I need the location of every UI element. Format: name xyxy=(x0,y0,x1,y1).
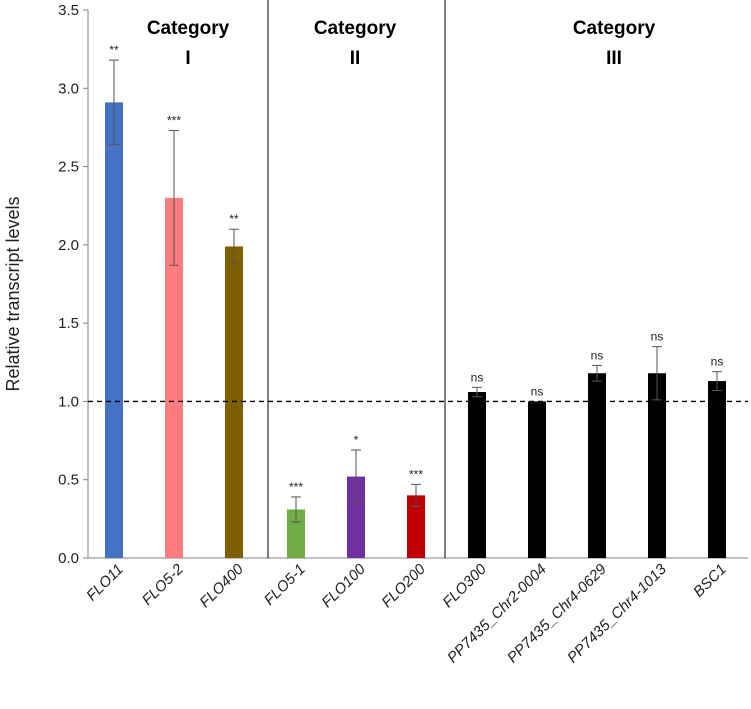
significance-label: *** xyxy=(409,467,423,481)
significance-label: ** xyxy=(109,43,119,57)
bar xyxy=(225,246,243,558)
significance-label: ns xyxy=(711,355,724,369)
bar xyxy=(648,373,666,558)
x-category-label: FLO11 xyxy=(83,561,127,605)
x-category-label: FLO5-1 xyxy=(261,561,309,609)
y-tick-label: 1.0 xyxy=(58,393,79,410)
bar xyxy=(165,197,183,558)
significance-label: ns xyxy=(531,384,544,398)
significance-label: ns xyxy=(591,348,604,362)
bar xyxy=(468,392,486,558)
y-tick-label: 0.0 xyxy=(58,550,79,567)
y-axis-title: Relative transcript levels xyxy=(3,196,23,391)
y-tick-label: 2.5 xyxy=(58,159,79,176)
x-category-label: FLO400 xyxy=(196,560,247,611)
y-tick-label: 3.5 xyxy=(58,2,79,19)
bar xyxy=(588,373,606,558)
significance-label: ** xyxy=(229,212,239,226)
group-label-line1: Category xyxy=(314,18,397,39)
x-category-label: FLO100 xyxy=(318,560,369,611)
significance-label: *** xyxy=(289,480,303,494)
group-label-line2: III xyxy=(606,48,622,69)
group-label-line1: Category xyxy=(147,18,230,39)
x-category-label: FLO5-2 xyxy=(139,560,187,608)
group-label-line2: I xyxy=(185,48,190,69)
group-label-line2: II xyxy=(350,48,361,69)
bar xyxy=(105,102,123,559)
bar xyxy=(347,476,365,558)
y-tick-label: 1.5 xyxy=(58,315,79,332)
y-tick-label: 3.0 xyxy=(58,80,79,97)
x-category-label: FLO200 xyxy=(378,560,429,611)
significance-label: *** xyxy=(167,114,181,128)
bar xyxy=(407,495,425,558)
y-tick-label: 0.5 xyxy=(58,472,79,489)
x-category-label: BSC1 xyxy=(690,561,730,601)
x-category-label: PP7435_Chr4-1013 xyxy=(564,560,670,666)
bar xyxy=(708,381,726,558)
x-category-label: PP7435_Chr2-0004 xyxy=(444,561,550,667)
y-tick-label: 2.0 xyxy=(58,237,79,254)
x-category-label: PP7435_Chr4-0629 xyxy=(504,560,610,666)
significance-label: ns xyxy=(471,370,484,384)
group-label-line1: Category xyxy=(573,18,656,39)
significance-label: * xyxy=(354,433,359,447)
x-category-label: FLO300 xyxy=(439,560,490,611)
significance-label: ns xyxy=(651,330,664,344)
bar xyxy=(528,401,546,558)
